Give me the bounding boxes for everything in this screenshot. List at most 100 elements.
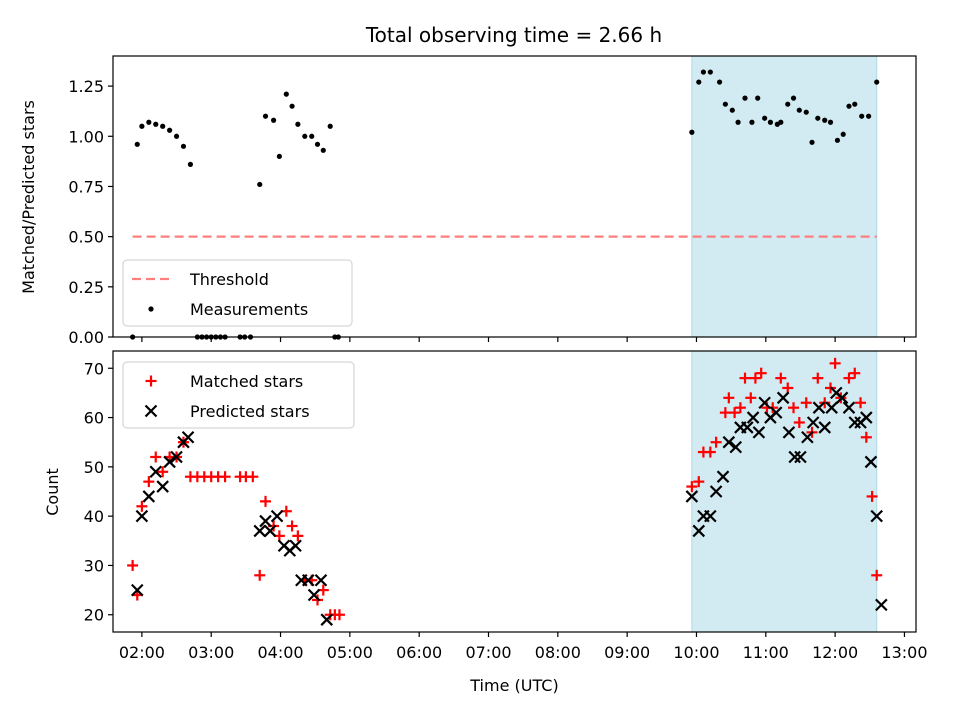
predicted-star-point (692, 524, 706, 538)
predicted-star-stroke-b (864, 455, 878, 469)
predicted-star-stroke-b (130, 583, 144, 597)
predicted-star-stroke-b (722, 435, 736, 449)
y-axis-label: Matched/Predicted stars (19, 100, 38, 294)
matched-star-point (247, 471, 259, 483)
matched-star-point (775, 372, 787, 384)
y-tick-label: 0.75 (68, 177, 104, 196)
ratio-panel: 0.00 0.25 0.50 0.75 1.00 1.25 Matched/Predicte… (19, 55, 917, 347)
measurement-point (302, 133, 308, 139)
predicted-star-stroke-b (163, 455, 176, 469)
predicted-star-point (769, 406, 783, 419)
predicted-star-point (270, 509, 284, 523)
matched-star-point (739, 372, 751, 384)
predicted-star-point (835, 391, 849, 405)
predicted-star-stroke-b (704, 509, 717, 523)
predicted-star-stroke-b (860, 411, 873, 424)
predicted-star-stroke-b (842, 401, 856, 414)
legend-measurement-swatch (148, 306, 154, 312)
count-panel: 20 30 40 50 60 70 02:00 03:00 04:00 05:00 06:00 07:… (43, 350, 928, 695)
predicted-star-stroke-b (794, 450, 807, 464)
matched-star-point (150, 451, 162, 463)
legend: Threshold Measurements (122, 259, 353, 327)
measurement-point (283, 91, 289, 97)
predicted-star-stroke-b (812, 401, 826, 414)
predicted-star-stroke-b (709, 485, 723, 498)
predicted-star-stroke-b (870, 509, 883, 523)
x-tick-label: 11:00 (743, 643, 789, 662)
measurement-point (700, 69, 707, 75)
matched-star-point (755, 367, 767, 379)
y-tick-label: 50 (84, 458, 104, 477)
measurement-point (153, 121, 159, 127)
predicted-star-point (794, 450, 807, 464)
predicted-star-stroke-b (263, 524, 277, 538)
predicted-star-point (788, 450, 801, 464)
measurement-point (874, 79, 880, 85)
matched-star-point (855, 397, 867, 409)
predicted-star-stroke-b (825, 401, 838, 414)
measurement-point (327, 123, 333, 129)
predicted-star-point (142, 490, 156, 503)
predicted-star-stroke-b (835, 391, 849, 405)
predicted-star-stroke-b (788, 450, 801, 464)
legend-entry-label: Measurements (190, 300, 308, 319)
matched-star-point (333, 609, 345, 621)
measurement-point (696, 79, 702, 85)
y-tick-label: 40 (84, 507, 104, 526)
predicted-star-stroke-b (307, 588, 321, 602)
measurement-point (314, 141, 321, 147)
predicted-star-point (716, 470, 730, 483)
measurement-point (173, 133, 180, 139)
predicted-star-point (752, 426, 766, 439)
x-tick-label: 12:00 (812, 643, 858, 662)
x-tick-label: 05:00 (327, 643, 373, 662)
predicted-star-stroke-b (135, 509, 149, 523)
predicted-star-stroke-b (156, 480, 169, 493)
predicted-star-point (741, 421, 754, 434)
x-tick-label: 09:00 (604, 643, 650, 662)
predicted-star-point (860, 411, 873, 424)
measurement-point (767, 119, 774, 125)
x-tick-label: 06:00 (396, 643, 442, 662)
measurement-point (803, 109, 809, 115)
matched-star-point (693, 476, 705, 488)
predicted-star-point (170, 450, 183, 464)
predicted-star-point (685, 490, 699, 503)
matched-star-point (849, 367, 861, 379)
predicted-star-point (149, 465, 163, 479)
measurement-point (834, 137, 841, 143)
measurement-point (796, 107, 802, 113)
x-tick-label: 02:00 (119, 643, 165, 662)
measurement-point (289, 103, 295, 109)
measurement-point (729, 107, 735, 113)
predicted-star-stroke-b (301, 573, 315, 587)
measurement-point (722, 101, 728, 107)
y-tick-label: 0.25 (68, 278, 104, 297)
y-tick-label: 0.00 (68, 328, 104, 347)
measurement-point (320, 147, 326, 153)
matched-star-point (723, 392, 735, 404)
matched-star-point (704, 446, 716, 458)
matched-star-point (729, 407, 741, 419)
predicted-star-stroke-b (806, 416, 820, 429)
matched-star-point (793, 416, 805, 428)
matched-star-point (157, 466, 169, 478)
y-tick-label: 1.00 (68, 127, 104, 146)
y-tick-label: 60 (84, 409, 104, 428)
predicted-star-point (301, 573, 315, 587)
predicted-star-point (307, 588, 321, 602)
legend-entry-label: Matched stars (190, 372, 303, 391)
predicted-star-stroke-b (782, 426, 796, 439)
predicted-star-point (156, 480, 169, 493)
predicted-star-point (825, 401, 838, 414)
legend-box (122, 259, 353, 327)
measurement-point (716, 79, 723, 85)
measurement-point (815, 115, 821, 121)
predicted-star-point (746, 411, 760, 424)
predicted-star-point (806, 416, 820, 429)
predicted-star-point (722, 435, 736, 449)
predicted-star-stroke-b (752, 426, 766, 439)
legend-entry-label: Predicted stars (190, 402, 310, 421)
predicted-star-point (314, 573, 328, 587)
